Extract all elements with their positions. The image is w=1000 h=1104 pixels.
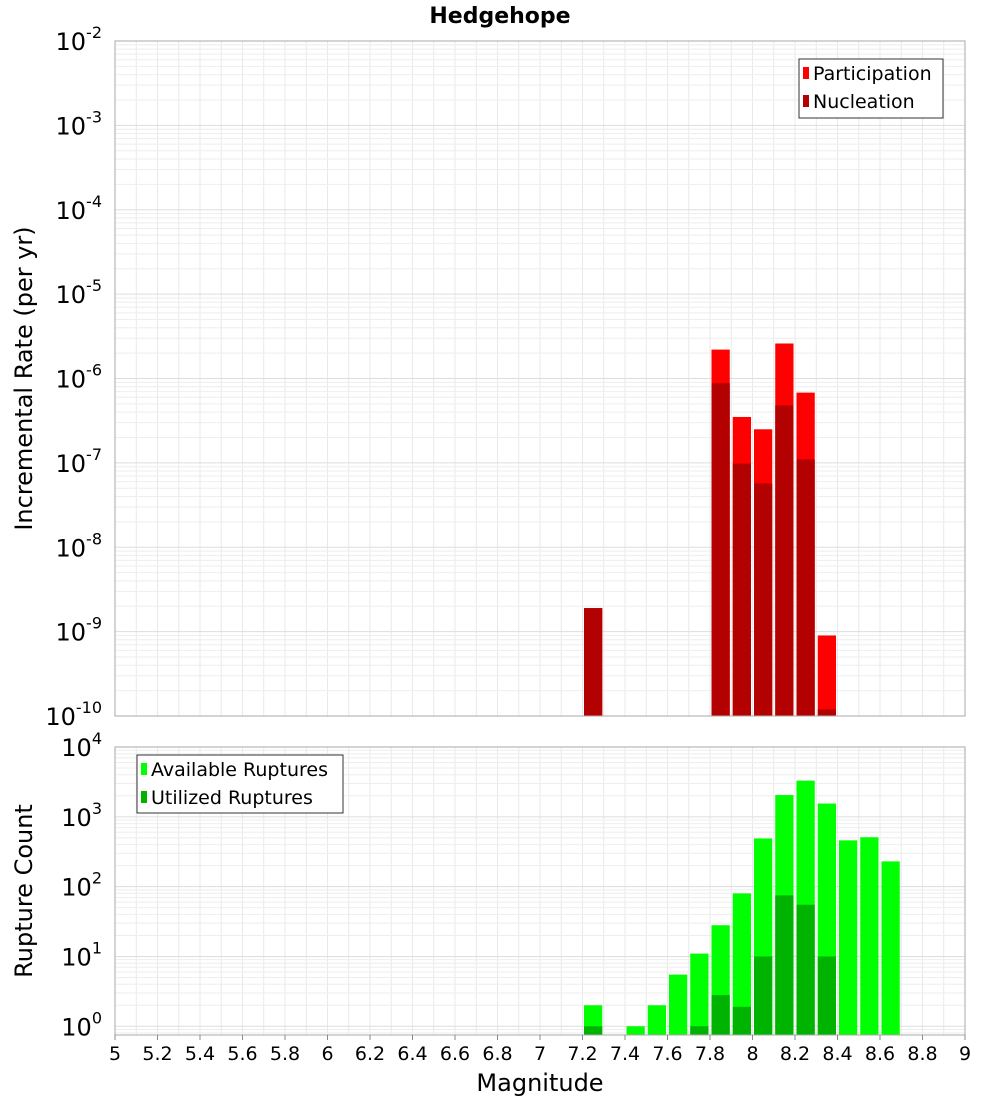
rate-y-tick-label: 10-7 — [56, 445, 103, 478]
rate-y-tick-label: 10-6 — [56, 361, 103, 394]
count-y-axis-label: Rupture Count — [10, 804, 38, 978]
count-y-ticks: 100 101 102 103 104 — [61, 729, 102, 1041]
x-tick-label: 5.4 — [185, 1043, 215, 1065]
count-bar-secondary — [817, 956, 836, 1035]
x-tick-label: 7.8 — [695, 1043, 725, 1065]
x-tick-label: 5.8 — [270, 1043, 300, 1065]
rate-bar-secondary — [817, 709, 836, 716]
rate-y-ticks: 10-10 10-9 10-8 10-7 10-6 10-5 10-4 10-3 10-2 — [45, 23, 102, 731]
rate-y-tick-label: 10-10 — [45, 698, 102, 731]
x-tick-label: 7.2 — [567, 1043, 597, 1065]
x-tick-label: 6.8 — [482, 1043, 512, 1065]
rate-bar-primary — [817, 635, 836, 716]
x-tick-label: 6.4 — [397, 1043, 427, 1065]
rate-y-tick-label: 10-2 — [56, 23, 103, 56]
count-bar-primary — [839, 840, 858, 1035]
rate-legend-label: Participation — [813, 63, 932, 85]
rate-legend: Participation Nucleation — [798, 58, 944, 119]
count-bar-secondary — [584, 1026, 603, 1035]
rate-y-tick-label: 10-5 — [56, 276, 103, 309]
count-bar-secondary — [711, 995, 730, 1035]
count-bar-secondary — [775, 895, 794, 1035]
rate-legend-label: Nucleation — [813, 91, 915, 113]
count-legend-swatch — [141, 791, 147, 803]
x-ticks: 5 5.2 5.4 5.6 5.8 6 6.2 6.4 6.6 6.8 7 7.2 7.4 7.6 7.8 8… — [109, 1035, 971, 1065]
x-tick-label: 5.2 — [142, 1043, 172, 1065]
rate-y-tick-label: 10-9 — [56, 614, 103, 647]
count-y-tick-label: 103 — [61, 799, 102, 832]
rate-bar-secondary — [775, 405, 794, 716]
x-tick-label: 7 — [534, 1043, 546, 1065]
rate-y-tick-label: 10-3 — [56, 107, 103, 140]
x-tick-label: 7.6 — [652, 1043, 682, 1065]
x-tick-label: 5 — [109, 1043, 121, 1065]
count-bar-primary — [669, 974, 688, 1035]
rate-y-tick-label: 10-4 — [56, 192, 103, 225]
count-bar-secondary — [690, 1026, 709, 1035]
x-tick-label: 6 — [321, 1043, 333, 1065]
x-tick-label: 8.8 — [907, 1043, 937, 1065]
rate-bar-secondary — [732, 463, 751, 716]
rate-legend-box — [798, 58, 944, 119]
count-legend: Available Ruptures Utilized Ruptures — [136, 754, 344, 814]
count-bar-secondary — [754, 956, 773, 1035]
x-tick-label: 6.6 — [440, 1043, 470, 1065]
count-legend-swatch — [141, 763, 147, 775]
rate-grid — [114, 40, 966, 717]
chart-title: Hedgehope — [429, 4, 570, 29]
count-bar-primary — [732, 893, 751, 1035]
count-y-tick-label: 104 — [61, 729, 102, 762]
count-bar-primary — [626, 1026, 645, 1035]
rate-y-tick-label: 10-8 — [56, 529, 103, 562]
count-bar-secondary — [796, 904, 815, 1035]
x-tick-label: 5.6 — [227, 1043, 257, 1065]
rate-legend-swatch — [803, 67, 809, 79]
count-bar-primary — [647, 1005, 666, 1035]
x-tick-label: 6.2 — [355, 1043, 385, 1065]
count-bar-primary — [690, 953, 709, 1035]
rate-plot-frame — [114, 40, 966, 717]
rate-bars — [584, 343, 836, 716]
x-axis-label: Magnitude — [476, 1069, 603, 1097]
x-tick-label: 8.6 — [865, 1043, 895, 1065]
x-tick-label: 9 — [959, 1043, 971, 1065]
rate-y-axis-label: Incremental Rate (per yr) — [10, 226, 38, 530]
count-y-tick-label: 101 — [61, 938, 102, 971]
count-bar-primary — [881, 861, 900, 1035]
count-legend-label: Available Ruptures — [151, 759, 328, 781]
x-tick-label: 8 — [746, 1043, 758, 1065]
count-y-tick-label: 100 — [61, 1008, 102, 1041]
count-bar-primary — [860, 837, 879, 1035]
rate-bar-secondary — [796, 459, 815, 716]
count-legend-box — [136, 754, 344, 814]
count-bars — [584, 780, 900, 1035]
rate-legend-swatch — [803, 95, 809, 107]
count-bar-secondary — [732, 1006, 751, 1035]
x-tick-label: 8.4 — [822, 1043, 852, 1065]
rate-bar-secondary — [584, 608, 603, 716]
rate-bar-secondary — [754, 483, 773, 716]
count-legend-label: Utilized Ruptures — [151, 787, 313, 809]
count-y-tick-label: 102 — [61, 869, 102, 902]
rate-bar-secondary — [711, 383, 730, 716]
x-tick-label: 7.4 — [610, 1043, 640, 1065]
x-tick-label: 8.2 — [780, 1043, 810, 1065]
